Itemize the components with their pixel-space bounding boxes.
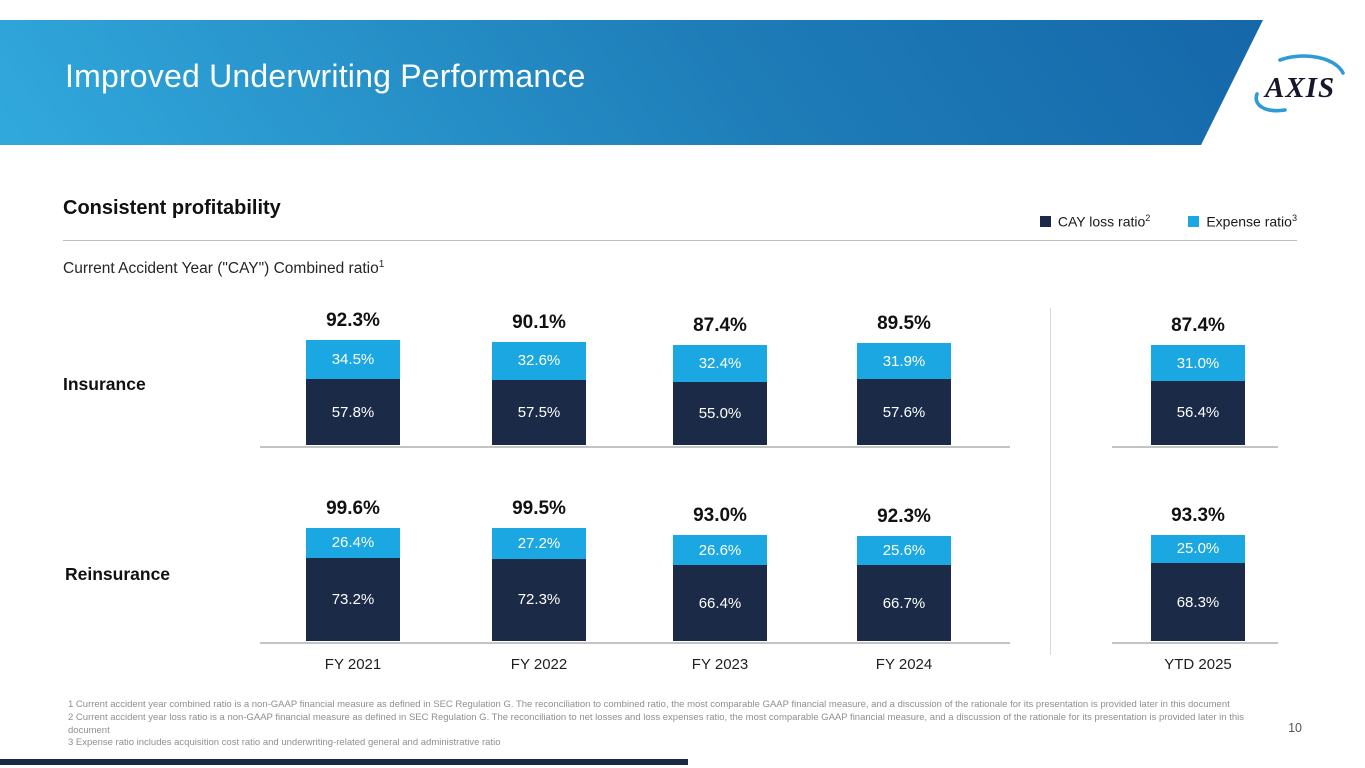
xaxis-label-fy-2022: FY 2022 (510, 656, 568, 673)
bar-segment-cay-loss-ratio: 73.2% (306, 557, 400, 641)
bar-reinsurance-fy-2023: 93.0% 26.6% 66.4% (673, 505, 767, 641)
bar-segment-cay-loss-ratio: 66.4% (673, 565, 767, 641)
legend-item-1: Expense ratio3 (1188, 213, 1297, 230)
bar-segment-cay-loss-ratio: 72.3% (492, 558, 586, 641)
bar-segment-expense-ratio: 32.4% (673, 345, 767, 383)
bar-segment-cay-loss-ratio: 57.6% (857, 379, 951, 445)
subtitle-footnote-ref: 1 (378, 259, 385, 270)
slide-title: Improved Underwriting Performance (65, 58, 586, 94)
ytd-column-divider (1050, 308, 1051, 655)
bar-segment-cay-loss-ratio: 66.7% (857, 565, 951, 641)
heading-rule (63, 240, 1297, 241)
bar-reinsurance-fy-2021: 99.6% 26.4% 73.2% (306, 498, 400, 641)
bar-segment-cay-loss-ratio: 56.4% (1151, 380, 1245, 445)
bar-total-label: 99.5% (512, 497, 566, 519)
bar-segment-expense-ratio: 32.6% (492, 342, 586, 380)
legend-label: CAY loss ratio2 (1057, 213, 1151, 230)
bar-segment-cay-loss-ratio: 68.3% (1151, 563, 1245, 641)
legend-label: Expense ratio3 (1206, 213, 1297, 230)
chart-subtitle: Current Accident Year ("CAY") Combined r… (63, 259, 384, 278)
axis-line-reinsurance (260, 642, 1010, 644)
bar-segment-expense-ratio: 25.0% (1151, 534, 1245, 564)
page-number: 10 (1288, 721, 1302, 735)
bar-total-label: 90.1% (512, 312, 566, 334)
logo-swoosh-top-icon (1278, 54, 1345, 75)
chart-legend: CAY loss ratio2 Expense ratio3 (1039, 213, 1297, 230)
axis-logo: AXIS (1254, 54, 1345, 113)
bar-insurance-ytd-2025: 87.4% 31.0% 56.4% (1151, 315, 1245, 445)
bar-reinsurance-ytd-2025: 93.3% 25.0% 68.3% (1151, 505, 1245, 641)
legend-swatch-icon (1039, 215, 1051, 227)
axis-line-insurance-ytd (1112, 446, 1278, 448)
bar-segment-expense-ratio: 26.6% (673, 535, 767, 566)
bar-total-label: 92.3% (877, 505, 931, 527)
xaxis-label-fy-2024: FY 2024 (875, 656, 933, 673)
row-label-insurance: Insurance (63, 374, 146, 394)
bar-insurance-fy-2024: 89.5% 31.9% 57.6% (857, 313, 951, 445)
xaxis-label-fy-2023: FY 2023 (691, 656, 749, 673)
bar-total-label: 87.4% (693, 315, 747, 337)
header-band (0, 20, 1263, 145)
bar-insurance-fy-2023: 87.4% 32.4% 55.0% (673, 315, 767, 445)
bar-segment-expense-ratio: 26.4% (306, 527, 400, 558)
subtitle-text: Current Accident Year ("CAY") Combined r… (63, 260, 379, 278)
bar-segment-cay-loss-ratio: 57.8% (306, 379, 400, 445)
bar-segment-expense-ratio: 31.9% (857, 342, 951, 380)
bar-reinsurance-fy-2022: 99.5% 27.2% 72.3% (492, 498, 586, 641)
bar-segment-cay-loss-ratio: 55.0% (673, 382, 767, 445)
xaxis-label-fy-2021: FY 2021 (324, 656, 382, 673)
bar-insurance-fy-2022: 90.1% 32.6% 57.5% (492, 312, 586, 445)
axis-line-insurance (260, 446, 1010, 448)
footer-accent-bar (0, 759, 688, 765)
xaxis-label-ytd-2025: YTD 2025 (1164, 656, 1232, 673)
bar-total-label: 92.3% (326, 309, 380, 331)
bar-total-label: 93.0% (693, 505, 747, 527)
bar-segment-cay-loss-ratio: 57.5% (492, 379, 586, 445)
legend-item-0: CAY loss ratio2 (1039, 213, 1151, 230)
footnote-1: 1 Current accident year combined ratio i… (68, 699, 1230, 710)
bar-total-label: 99.6% (326, 497, 380, 519)
bar-segment-expense-ratio: 25.6% (857, 535, 951, 565)
bar-segment-expense-ratio: 34.5% (306, 339, 400, 380)
bar-segment-expense-ratio: 31.0% (1151, 345, 1245, 381)
bar-total-label: 87.4% (1171, 315, 1225, 337)
bar-total-label: 93.3% (1171, 504, 1225, 526)
footnote-2: 2 Current accident year loss ratio is a … (68, 711, 1244, 736)
section-heading: Consistent profitability (63, 197, 281, 219)
bar-insurance-fy-2021: 92.3% 34.5% 57.8% (306, 310, 400, 445)
bar-total-label: 89.5% (877, 312, 931, 334)
axis-line-reinsurance-ytd (1112, 642, 1278, 644)
logo-text: AXIS (1263, 72, 1335, 104)
footnotes: 1 Current accident year combined ratio i… (68, 699, 1283, 750)
bar-reinsurance-fy-2024: 92.3% 25.6% 66.7% (857, 506, 951, 641)
row-label-reinsurance: Reinsurance (65, 564, 171, 584)
bar-segment-expense-ratio: 27.2% (492, 527, 586, 559)
logo-swoosh-bottom-icon (1254, 92, 1287, 113)
footnote-3: 3 Expense ratio includes acquisition cos… (68, 737, 501, 749)
legend-swatch-icon (1188, 215, 1200, 227)
